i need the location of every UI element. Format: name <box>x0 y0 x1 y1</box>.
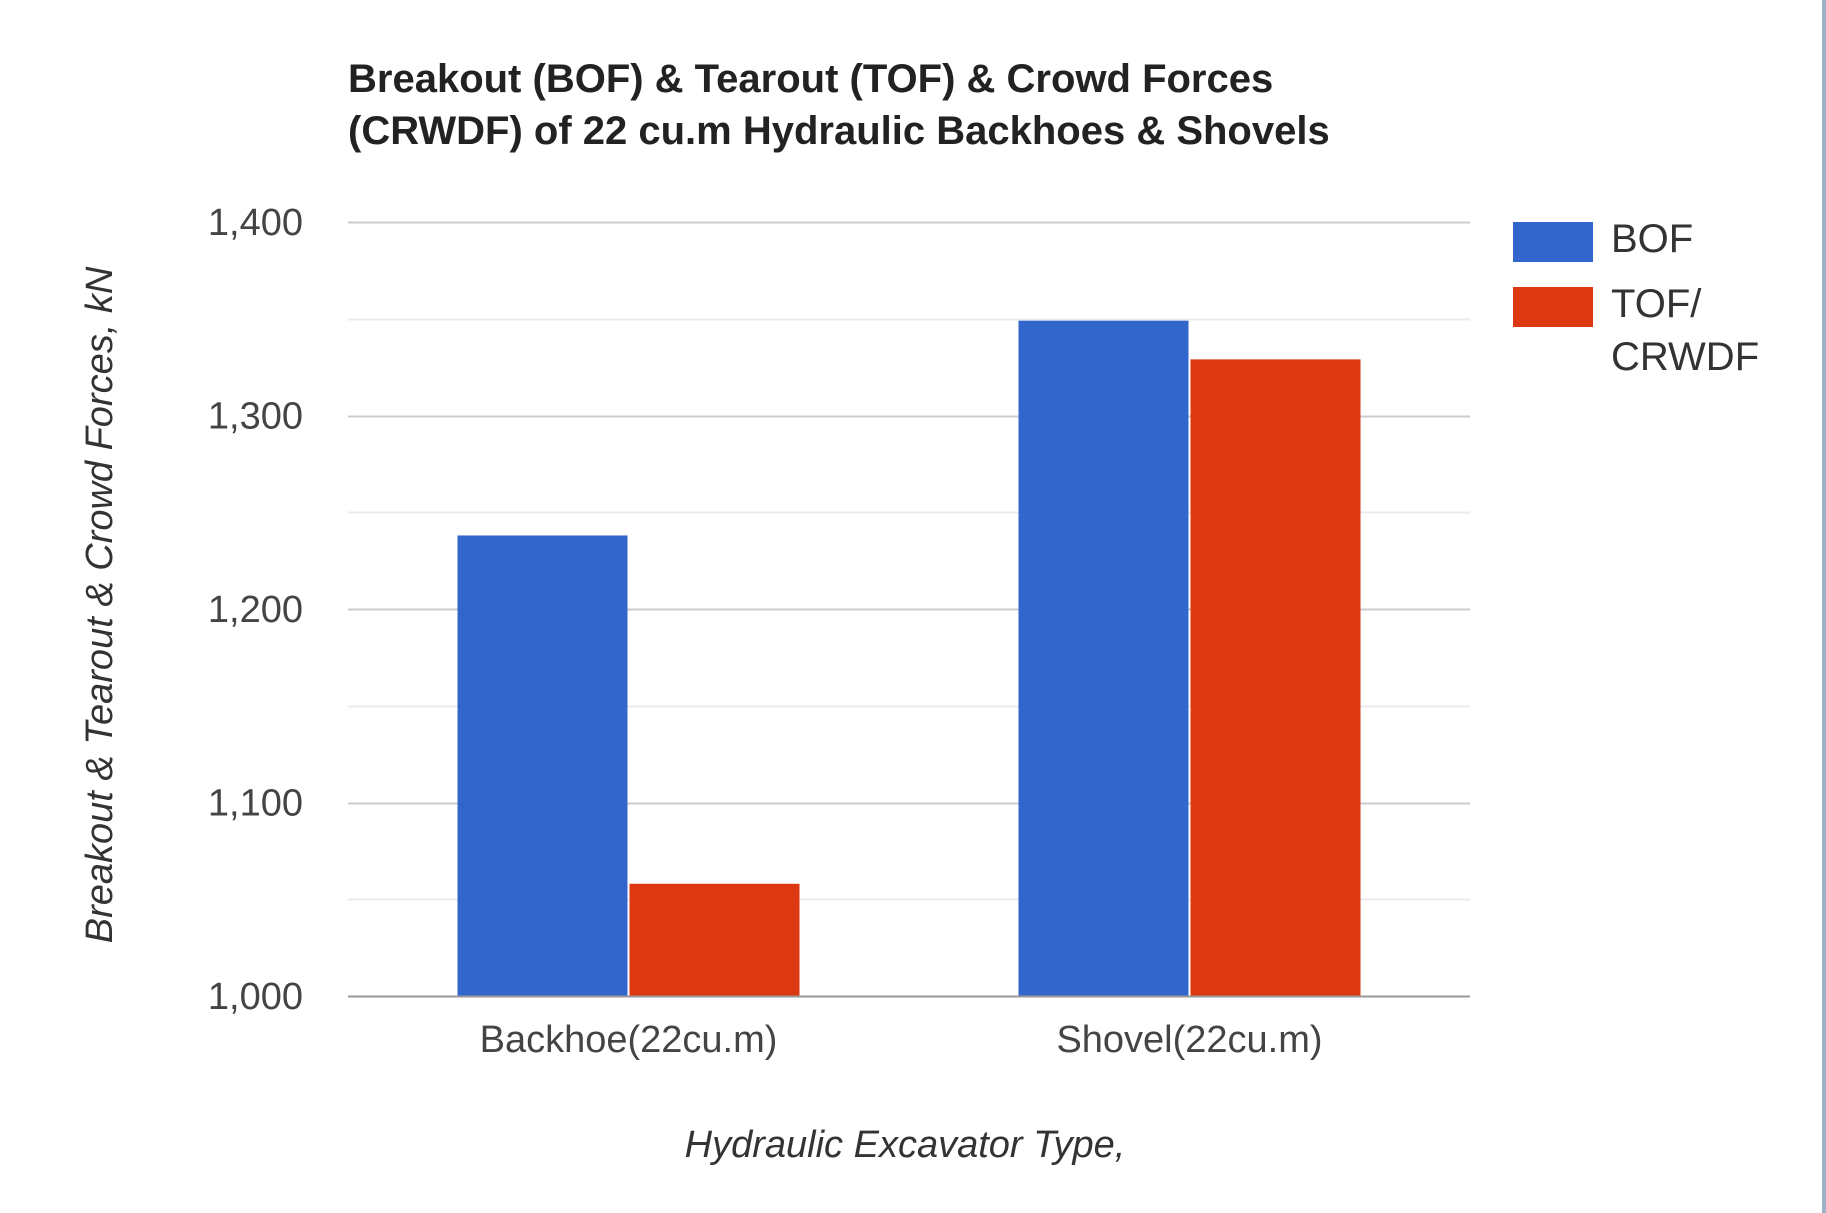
legend: BOF TOF/ CRWDF <box>1513 217 1759 379</box>
bars <box>348 320 1470 998</box>
x-axis-ticks: Backhoe(22cu.m) Shovel(22cu.m) <box>480 1019 1323 1061</box>
chart-title-line-1: Breakout (BOF) & Tearout (TOF) & Crowd F… <box>348 57 1273 101</box>
y-axis-ticks: 1,000 1,100 1,200 1,300 1,400 <box>208 202 303 1018</box>
y-tick-label: 1,400 <box>208 202 303 244</box>
y-tick-label: 1,300 <box>208 396 303 438</box>
chart-title-line-2: (CRWDF) of 22 cu.m Hydraulic Backhoes & … <box>348 109 1330 153</box>
legend-swatch-bof <box>1513 222 1593 262</box>
y-axis-label: Breakout & Tearout & Crowd Forces, kN <box>79 266 121 943</box>
bar-tof-crwdf-shovel <box>1190 359 1361 996</box>
x-tick-label: Backhoe(22cu.m) <box>480 1019 778 1061</box>
x-tick-label: Shovel(22cu.m) <box>1056 1019 1322 1061</box>
bar-tof-crwdf-backhoe <box>629 883 800 996</box>
y-tick-label: 1,100 <box>208 783 303 825</box>
bar-bof-shovel <box>1018 320 1189 996</box>
frame-border <box>1822 0 1826 1213</box>
legend-label-tof-line-1: TOF/ <box>1611 282 1702 326</box>
y-tick-label: 1,200 <box>208 589 303 631</box>
y-tick-label: 1,000 <box>208 976 303 1018</box>
x-axis-label: Hydraulic Excavator Type, <box>685 1124 1126 1166</box>
legend-swatch-tof-crwdf <box>1513 287 1593 327</box>
legend-label-bof: BOF <box>1611 217 1693 261</box>
legend-label-tof-line-2: CRWDF <box>1611 335 1759 379</box>
bar-bof-backhoe <box>457 535 628 996</box>
